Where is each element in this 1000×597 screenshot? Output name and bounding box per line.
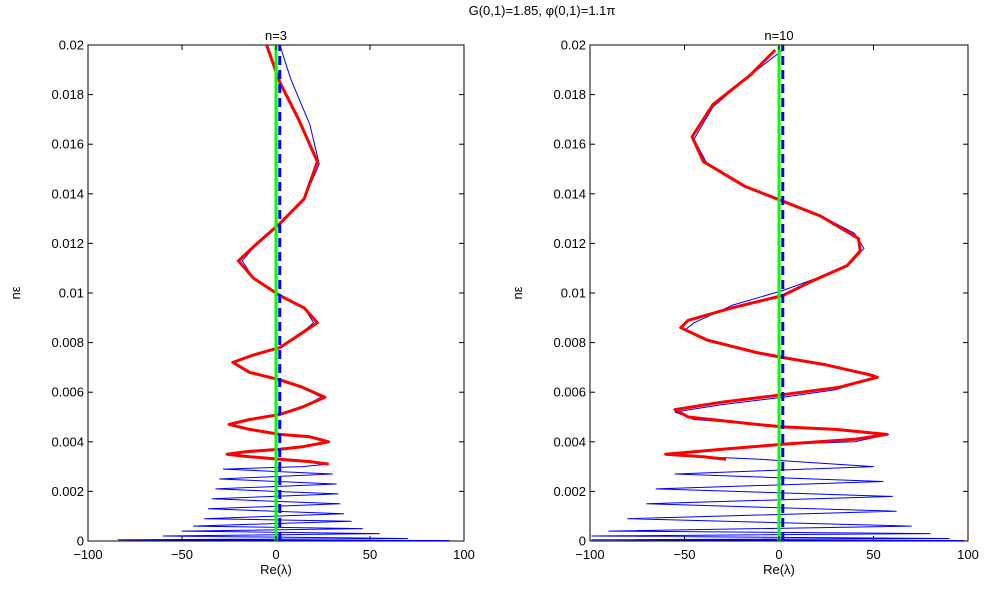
x-tick-label: −50 bbox=[171, 547, 193, 562]
y-tick-label: 0.008 bbox=[51, 335, 84, 350]
y-tick-label: 0.02 bbox=[561, 38, 586, 53]
x-tick-label: −100 bbox=[73, 547, 102, 562]
x-tick-label: 0 bbox=[272, 547, 279, 562]
y-tick-label: 0.014 bbox=[553, 186, 586, 201]
x-tick-label: −50 bbox=[673, 547, 695, 562]
y-axis-label: nε bbox=[8, 286, 23, 299]
y-tick-label: 0.006 bbox=[553, 385, 586, 400]
y-tick-label: 0.01 bbox=[59, 286, 84, 301]
x-axis-label: Re(λ) bbox=[763, 562, 795, 577]
y-tick-label: 0.002 bbox=[553, 484, 586, 499]
series-thick-red bbox=[225, 45, 331, 466]
x-tick-label: −100 bbox=[575, 547, 604, 562]
y-tick-label: 0.01 bbox=[561, 286, 586, 301]
y-tick-label: 0.018 bbox=[51, 87, 84, 102]
x-tick-label: 0 bbox=[775, 547, 782, 562]
y-tick-label: 0.014 bbox=[51, 186, 84, 201]
chart-title: n=10 bbox=[764, 28, 793, 43]
x-tick-label: 50 bbox=[363, 547, 377, 562]
y-tick-label: 0.012 bbox=[51, 236, 84, 251]
figure-suptitle: G(0,1)=1.85, φ(0,1)=1.1π bbox=[469, 3, 616, 18]
y-tick-label: 0 bbox=[77, 534, 84, 549]
chart-left-n3: −100 −50 0 50 100 0 0.002 0.004 0.006 0.008 0.01 0.… bbox=[8, 28, 475, 577]
x-tick-label: 100 bbox=[453, 547, 475, 562]
y-tick-label: 0 bbox=[579, 534, 586, 549]
y-tick-label: 0.016 bbox=[51, 137, 84, 152]
y-tick-label: 0.004 bbox=[553, 434, 586, 449]
y-tick-label: 0.018 bbox=[553, 87, 586, 102]
chart-title: n=3 bbox=[265, 28, 287, 43]
y-tick-label: 0.016 bbox=[553, 137, 586, 152]
chart-right-n10: −100 −50 0 50 100 0 0.002 0.004 0.006 0.008 0.01 0.… bbox=[510, 28, 979, 577]
y-tick-label: 0.006 bbox=[51, 385, 84, 400]
y-tick-label: 0.008 bbox=[553, 335, 586, 350]
plot-area bbox=[117, 45, 450, 541]
y-tick-label: 0.004 bbox=[51, 434, 84, 449]
y-tick-label: 0.02 bbox=[59, 38, 84, 53]
y-axis-label: nε bbox=[510, 286, 525, 299]
x-tick-label: 50 bbox=[866, 547, 880, 562]
plot-area bbox=[591, 45, 965, 541]
y-tick-label: 0.002 bbox=[51, 484, 84, 499]
y-tick-label: 0.012 bbox=[553, 236, 586, 251]
x-axis-label: Re(λ) bbox=[260, 562, 292, 577]
x-tick-label: 100 bbox=[957, 547, 979, 562]
